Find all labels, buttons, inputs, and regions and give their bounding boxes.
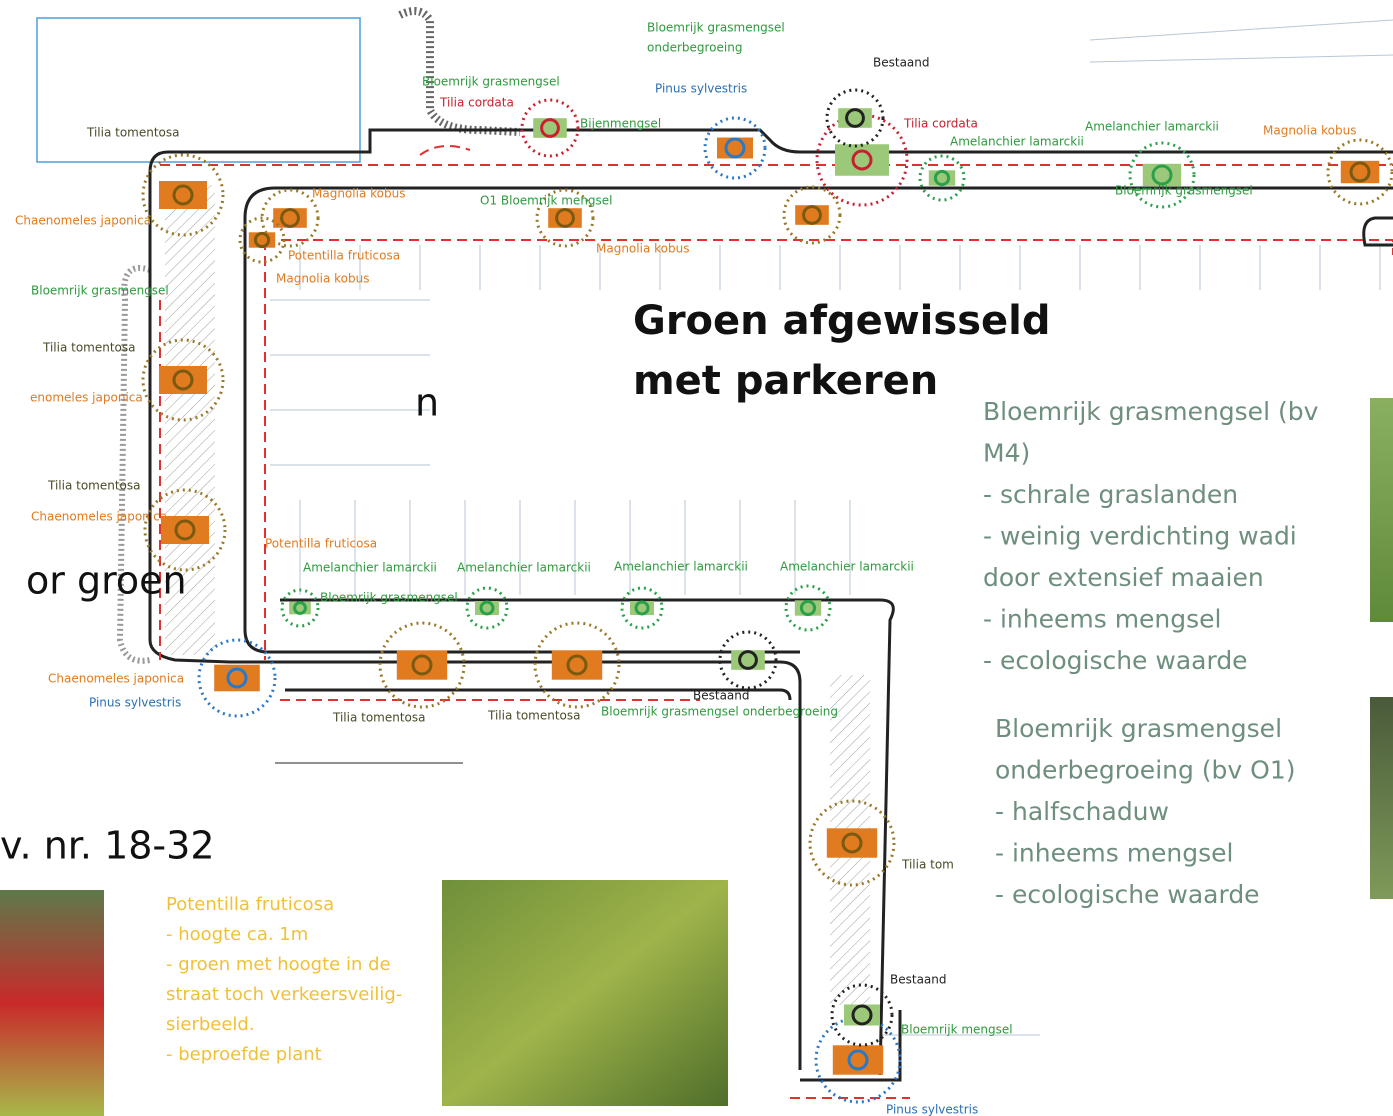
plan-label: Chaenomeles japonica <box>48 672 184 686</box>
planting-bed <box>533 118 567 138</box>
plan-label: Tilia tomentosa <box>332 711 426 725</box>
cut-text: n <box>415 381 439 425</box>
plan-label: Tilia cordata <box>439 96 514 110</box>
potentilla-line: - groen met hoogte in de <box>166 954 391 975</box>
plan-label: Potentilla fruticosa <box>288 249 400 263</box>
plan-label: Bestaand <box>890 973 947 987</box>
plan-label: Amelanchier lamarckii <box>1085 120 1219 134</box>
potentilla-line: Potentilla fruticosa <box>166 894 334 915</box>
panel-line: Bloemrijk grasmengsel <box>995 714 1282 743</box>
plan-label: Tilia tomentosa <box>42 341 136 355</box>
panel-line: - ecologische waarde <box>995 880 1260 909</box>
plan-label: Magnolia kobus <box>1263 124 1356 138</box>
plan-label: Bloemrijk grasmengsel <box>422 75 560 89</box>
plan-label: Bijenmengsel <box>580 117 661 131</box>
plan-label: Pinus sylvestris <box>886 1103 978 1116</box>
plan-label: Tilia tomentosa <box>47 479 141 493</box>
planting-bed <box>838 108 872 128</box>
plan-label: Bloemrijk grasmengsel <box>1115 184 1253 198</box>
plan-label: Magnolia kobus <box>596 242 689 256</box>
heading: met parkeren <box>633 358 938 404</box>
plan-label: enomeles japonica <box>30 391 143 405</box>
plan-label: Amelanchier lamarckii <box>303 561 437 575</box>
plan-label: Pinus sylvestris <box>655 82 747 96</box>
planting-bed <box>731 650 765 670</box>
panel-line: onderbegroeing (bv O1) <box>995 756 1296 785</box>
plan-label: Amelanchier lamarckii <box>457 561 591 575</box>
plan-label: Chaenomeles japonica <box>15 214 151 228</box>
panel-line: - schrale graslanden <box>983 480 1238 509</box>
plan-label: Magnolia kobus <box>312 187 405 201</box>
plan-label: Amelanchier lamarckii <box>780 560 914 574</box>
plan-label: onderbegroeing <box>647 41 742 55</box>
plan-label: Tilia tomentosa <box>487 709 581 723</box>
page: Bloemrijk grasmengsel onderbegroeing Besta… <box>0 0 1393 1116</box>
plan-label: Tilia tomentosa <box>86 126 180 140</box>
plan-label: Tilia cordata <box>903 117 978 131</box>
planting-bed <box>717 138 753 159</box>
cut-text: or groen <box>26 559 187 603</box>
plan-label: Magnolia kobus <box>276 272 369 286</box>
plan-label: Amelanchier lamarckii <box>614 560 748 574</box>
planting-bed <box>835 144 889 176</box>
potentilla-line: sierbeeld. <box>166 1014 255 1035</box>
plan-label: Chaenomeles japonica <box>31 510 167 524</box>
plan-label: Bloemrijk grasmengsel <box>647 21 785 35</box>
planting-bed <box>548 208 582 228</box>
site-plan: Bloemrijk grasmengsel onderbegroeing Besta… <box>0 0 1393 1116</box>
potentilla-line: straat toch verkeersveilig- <box>166 984 402 1005</box>
potentilla-line: - beproefde plant <box>166 1044 322 1065</box>
plan-label: O1 Bloemrijk mengsel <box>480 194 613 208</box>
panel-line: - halfschaduw <box>995 797 1169 826</box>
cut-text: v. nr. 18-32 <box>0 824 215 868</box>
plan-label: Bloemrijk grasmengsel onderbegroeing <box>601 705 838 719</box>
planting-bed <box>795 205 829 225</box>
planting-bed <box>844 1005 880 1026</box>
heading: Groen afgewisseld <box>633 298 1050 344</box>
panel-line: M4) <box>983 439 1030 468</box>
plan-label: Bloemrijk grasmengsel <box>320 591 458 605</box>
plan-label: Bestaand <box>693 689 750 703</box>
plan-label: Amelanchier lamarckii <box>950 135 1084 149</box>
potentilla-line: - hoogte ca. 1m <box>166 924 308 945</box>
plan-label: Tilia tom <box>901 858 954 872</box>
plan-label: Bloemrijk grasmengsel <box>31 284 169 298</box>
plan-label: Bestaand <box>873 56 930 70</box>
panel-line: - weinig verdichting wadi <box>983 522 1297 551</box>
plan-label: Pinus sylvestris <box>89 696 181 710</box>
plan-label: Bloemrijk mengsel <box>901 1023 1013 1037</box>
panel-line: - inheems mengsel <box>995 839 1234 868</box>
panel-line: Bloemrijk grasmengsel (bv <box>983 397 1319 426</box>
panel-line: door extensief maaien <box>983 563 1264 592</box>
plan-label: Potentilla fruticosa <box>265 537 377 551</box>
panel-line: - inheems mengsel <box>983 605 1222 634</box>
panel-line: - ecologische waarde <box>983 646 1248 675</box>
